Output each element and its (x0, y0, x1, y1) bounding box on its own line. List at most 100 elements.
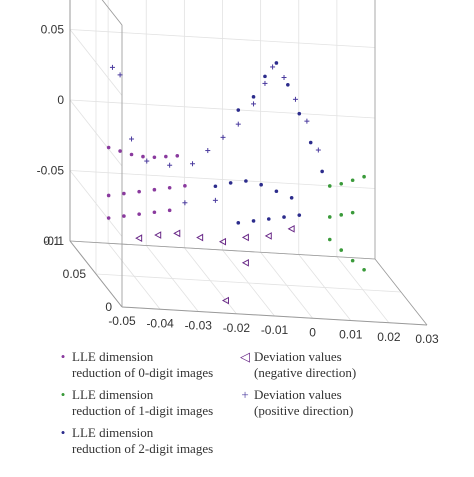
x-tick-label: -0.01 (261, 323, 289, 337)
data-point (144, 158, 150, 164)
data-point (287, 224, 295, 233)
x-tick-label: 0 (309, 325, 316, 339)
green-dot-icon: • (60, 387, 66, 402)
z-tick-label: -0.1 (43, 234, 64, 248)
axis-line-y (69, 240, 123, 308)
data-point (339, 182, 344, 186)
grid-line (69, 170, 123, 237)
data-point (297, 213, 302, 217)
purple-dot-icon: • (60, 349, 66, 364)
data-point (141, 154, 145, 159)
data-point (327, 184, 332, 188)
legend: • LLE dimension reduction of 0-digit ima… (50, 345, 470, 473)
data-point (266, 217, 271, 221)
y-tick-label: 0.05 (63, 267, 87, 281)
legend-item-1digit: • LLE dimension reduction of 1-digit ima… (54, 387, 244, 419)
y-tick-label: 0 (105, 300, 112, 314)
x-tick-label: 0.01 (339, 328, 363, 342)
data-point (212, 197, 218, 203)
navy-dot-icon: • (60, 425, 66, 440)
data-point (327, 215, 332, 219)
data-point (213, 184, 218, 189)
z-tick-label: 0.05 (41, 23, 65, 37)
data-point (154, 231, 162, 239)
y-tick-label: 0.1 (43, 234, 60, 248)
data-point (235, 121, 241, 127)
axis-line-x (121, 306, 428, 326)
data-point (228, 181, 233, 185)
data-point (190, 161, 196, 167)
box-edge (374, 258, 428, 326)
data-point (164, 154, 168, 159)
data-point (289, 196, 294, 200)
z-tick-label: -0.05 (37, 164, 65, 178)
legend-item-2digit: • LLE dimension reduction of 2-digit ima… (54, 425, 244, 457)
data-point (362, 174, 366, 179)
data-point (221, 296, 229, 305)
data-point (308, 140, 313, 145)
data-point (175, 154, 180, 158)
grid-line (95, 273, 402, 293)
data-point (173, 229, 181, 238)
data-point (297, 111, 302, 116)
data-point (274, 61, 279, 65)
data-point (262, 80, 268, 86)
data-point (106, 193, 111, 198)
data-point (196, 233, 204, 242)
data-point (315, 147, 321, 153)
data-point (339, 213, 344, 217)
box-edge (69, 240, 376, 260)
data-point (259, 182, 263, 187)
data-point (263, 74, 267, 79)
data-point (167, 185, 172, 190)
data-point (122, 214, 126, 218)
data-point (350, 178, 355, 183)
x-tick-label: -0.03 (185, 319, 213, 333)
data-point (292, 96, 298, 102)
axis-ticks: -0.05 -0.04 -0.03 -0.02 -0.01 0 0.01 0.02 0.03 0 0… (37, 23, 439, 346)
legend-label: LLE dimension reduction of 2-digit image… (72, 425, 214, 456)
data-point (118, 149, 122, 153)
data-point (251, 95, 256, 99)
data-point (241, 233, 249, 242)
x-tick-label: -0.04 (146, 316, 174, 330)
data-point (264, 232, 272, 240)
box-edge (101, 0, 123, 26)
data-point (244, 179, 248, 183)
data-point (137, 212, 141, 216)
grid-line (69, 99, 376, 119)
data-point (362, 267, 366, 272)
data-point (152, 210, 157, 215)
data-point (350, 258, 355, 263)
data-point (106, 145, 111, 150)
x-tick-label: -0.05 (108, 314, 136, 328)
legend-label: Deviation values (positive direction) (254, 387, 354, 418)
grid-line (69, 29, 123, 96)
legend-label: LLE dimension reduction of 0-digit image… (72, 349, 214, 380)
grid-line (69, 170, 376, 189)
data-point (183, 184, 187, 188)
data-point (152, 155, 157, 160)
data-point (135, 234, 143, 242)
axes-box (69, 0, 428, 326)
grid-line (69, 99, 123, 167)
data-point (122, 191, 126, 196)
data-point (129, 136, 135, 142)
triangle-left-icon: ◁ (240, 349, 250, 364)
data-point (350, 210, 355, 215)
data-point (270, 64, 276, 70)
z-tick-label: 0 (57, 93, 64, 107)
x-tick-label: -0.02 (223, 321, 251, 335)
data-point (241, 258, 249, 267)
plus-icon: + (241, 387, 249, 402)
data-point (218, 237, 227, 246)
data-point (327, 237, 332, 242)
legend-label: LLE dimension reduction of 1-digit image… (72, 387, 214, 418)
data-points (106, 61, 366, 305)
data-point (220, 134, 226, 140)
data-point (282, 215, 286, 219)
data-point (167, 162, 173, 168)
data-point (129, 152, 134, 157)
data-point (236, 108, 241, 112)
data-point (167, 208, 172, 213)
